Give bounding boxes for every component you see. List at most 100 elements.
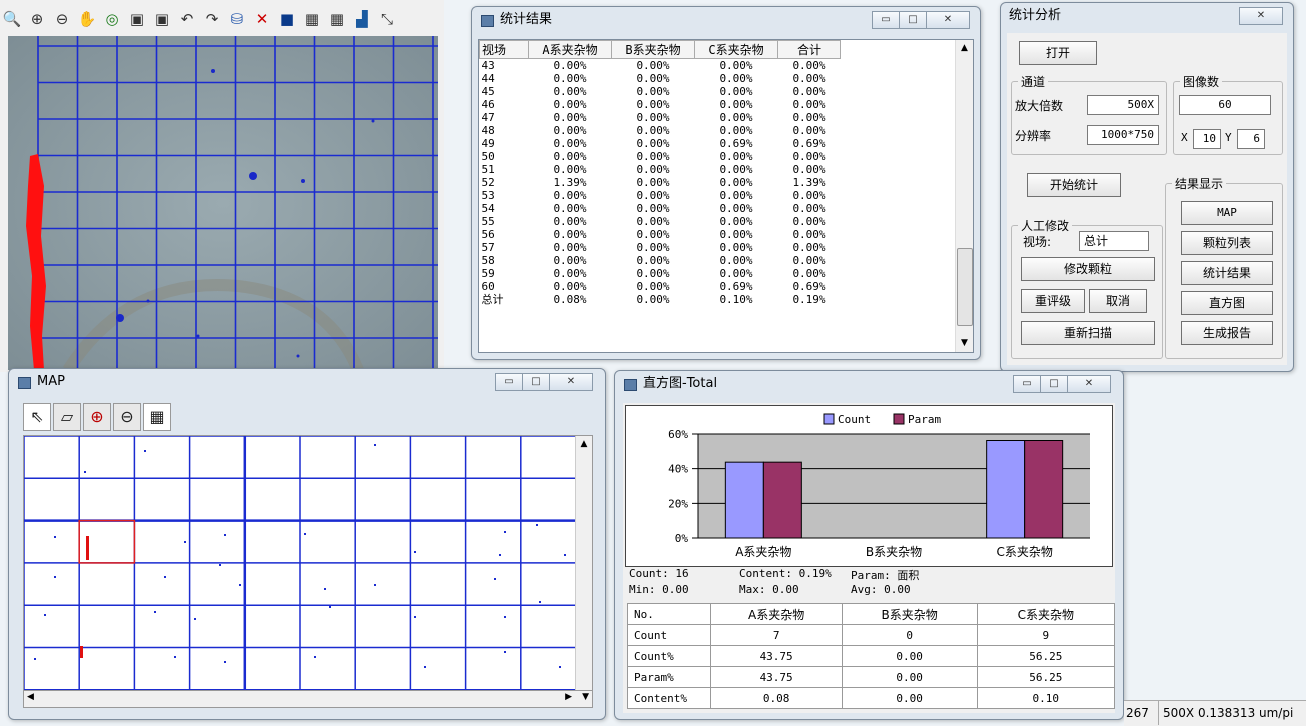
scroll-thumb[interactable] xyxy=(957,248,973,326)
particle-list-button[interactable]: 颗粒列表 xyxy=(1181,231,1273,255)
map-button[interactable]: MAP xyxy=(1181,201,1273,225)
table-row[interactable]: 50 0.00% 0.00% 0.00% 0.00% xyxy=(480,150,841,163)
table-row[interactable]: 58 0.00% 0.00% 0.00% 0.00% xyxy=(480,254,841,267)
cancel-button[interactable]: 取消 xyxy=(1089,289,1147,313)
scroll-left-arrow[interactable]: ◀ xyxy=(27,692,34,702)
table-row[interactable]: 56 0.00% 0.00% 0.00% 0.00% xyxy=(480,228,841,241)
table-row[interactable]: 总计 0.08% 0.00% 0.10% 0.19% xyxy=(480,293,841,306)
generate-report-button[interactable]: 生成报告 xyxy=(1181,321,1273,345)
color-grid-a-icon[interactable]: ▦ xyxy=(304,10,320,28)
table-row[interactable]: 48 0.00% 0.00% 0.00% 0.00% xyxy=(480,124,841,137)
close-button[interactable]: ✕ xyxy=(1239,7,1283,25)
table-cell: 0.00% xyxy=(636,293,670,306)
close-button[interactable]: ✕ xyxy=(549,373,593,391)
layer-front-icon[interactable]: ▣ xyxy=(154,10,170,28)
zoom-fit-icon[interactable]: ◎ xyxy=(105,10,119,28)
micrograph-view[interactable] xyxy=(8,36,438,370)
scroll-up-arrow[interactable]: ▲ xyxy=(961,43,968,53)
table-row[interactable]: 51 0.00% 0.00% 0.00% 0.00% xyxy=(480,163,841,176)
table-row[interactable]: 55 0.00% 0.00% 0.00% 0.00% xyxy=(480,215,841,228)
regrade-button[interactable]: 重评级 xyxy=(1021,289,1085,313)
maximize-button[interactable]: □ xyxy=(522,373,550,391)
summary-max: Max: 0.00 xyxy=(739,583,799,596)
y-field[interactable]: 6 xyxy=(1237,129,1265,149)
zoom-out-icon[interactable]: ⊖ xyxy=(113,403,141,431)
grid-icon[interactable]: ▦ xyxy=(143,403,171,431)
table-cell: 0.00% xyxy=(553,111,587,124)
inclusion-dot xyxy=(504,531,506,533)
table-row: Param% 43.75 0.00 56.25 xyxy=(627,666,1116,688)
stats-scrollbar[interactable]: ▲ ▼ xyxy=(955,40,973,352)
table-row[interactable]: 59 0.00% 0.00% 0.00% 0.00% xyxy=(480,267,841,280)
table-row[interactable]: 57 0.00% 0.00% 0.00% 0.00% xyxy=(480,241,841,254)
zoom-out-icon[interactable]: ⊖ xyxy=(55,10,69,28)
maximize-button[interactable]: □ xyxy=(899,11,927,29)
table-row[interactable]: 60 0.00% 0.00% 0.69% 0.69% xyxy=(480,280,841,293)
cursor-arrow-icon[interactable]: ⇖ xyxy=(23,403,51,431)
dot-inclusion xyxy=(296,354,300,358)
x-field[interactable]: 10 xyxy=(1193,129,1221,149)
table-row[interactable]: 54 0.00% 0.00% 0.00% 0.00% xyxy=(480,202,841,215)
zoom-in-icon[interactable]: ⊕ xyxy=(30,10,44,28)
table-row[interactable]: 47 0.00% 0.00% 0.00% 0.00% xyxy=(480,111,841,124)
statistics-results-button[interactable]: 统计结果 xyxy=(1181,261,1273,285)
manual-group: 人工修改 xyxy=(1011,217,1163,359)
rect-select-icon[interactable]: ▱ xyxy=(53,403,81,431)
fill-rect-icon[interactable]: ■ xyxy=(279,10,295,28)
color-grid-b-icon[interactable]: ▦ xyxy=(329,10,345,28)
table-cell: 0.00% xyxy=(792,111,826,124)
stats-list[interactable]: 视场 A系夹杂物 B系夹杂物 C系夹杂物 合计 43 0.00% 0.00% 0.00% 0.00… xyxy=(478,39,974,353)
column-header[interactable]: B系夹杂物 xyxy=(611,40,695,59)
start-statistics-button[interactable]: 开始统计 xyxy=(1027,173,1121,197)
zoom-in-icon[interactable]: ⊕ xyxy=(83,403,111,431)
open-button[interactable]: 打开 xyxy=(1019,41,1097,65)
chart-icon[interactable]: ▟ xyxy=(356,10,368,28)
table-cell: 0.00% xyxy=(636,124,670,137)
display-group: 结果显示 xyxy=(1165,175,1283,359)
close-button[interactable]: ✕ xyxy=(926,11,970,29)
column-header[interactable]: C系夹杂物 xyxy=(694,40,778,59)
table-row[interactable]: 52 1.39% 0.00% 0.00% 1.39% xyxy=(480,176,841,189)
modify-particle-button[interactable]: 修改颗粒 xyxy=(1021,257,1155,281)
map-hscrollbar[interactable]: ◀ ▶ ▼ xyxy=(23,690,593,708)
hand-pan-icon[interactable]: ✋ xyxy=(77,10,97,28)
table-row[interactable]: 53 0.00% 0.00% 0.00% 0.00% xyxy=(480,189,841,202)
magnification-field[interactable]: 500X xyxy=(1087,95,1159,115)
scroll-right-arrow[interactable]: ▶ xyxy=(565,692,572,702)
minimize-button[interactable]: ▭ xyxy=(872,11,900,29)
undo-icon[interactable]: ↶ xyxy=(180,10,194,28)
column-header[interactable]: A系夹杂物 xyxy=(528,40,612,59)
layer-back-icon[interactable]: ▣ xyxy=(129,10,145,28)
map-grid[interactable] xyxy=(24,436,577,690)
delete-x-icon[interactable]: ✕ xyxy=(255,10,269,28)
field-value[interactable]: 总计 xyxy=(1079,231,1149,251)
table-row[interactable]: 44 0.00% 0.00% 0.00% 0.00% xyxy=(480,72,841,85)
resolution-field[interactable]: 1000*750 xyxy=(1087,125,1159,145)
scroll-down-arrow[interactable]: ▼ xyxy=(961,338,968,348)
minimize-button[interactable]: ▭ xyxy=(1013,375,1041,393)
wand-icon[interactable]: ⤡ xyxy=(380,10,393,28)
redo-icon[interactable]: ↷ xyxy=(205,10,219,28)
column-header[interactable]: 合计 xyxy=(777,40,841,59)
dot-inclusion xyxy=(196,334,200,338)
table-cell: 0.10% xyxy=(719,293,753,306)
table-row[interactable]: 49 0.00% 0.00% 0.69% 0.69% xyxy=(480,137,841,150)
image-count-field[interactable]: 60 xyxy=(1179,95,1271,115)
rescan-button[interactable]: 重新扫描 xyxy=(1021,321,1155,345)
selected-field-highlight[interactable] xyxy=(78,519,136,564)
map-vscrollbar[interactable]: ▲ xyxy=(575,436,592,690)
close-button[interactable]: ✕ xyxy=(1067,375,1111,393)
column-header[interactable]: 视场 xyxy=(479,40,529,59)
scroll-down-arrow[interactable]: ▼ xyxy=(582,692,589,702)
stamp-icon[interactable]: ⛁ xyxy=(230,10,244,28)
histogram-button[interactable]: 直方图 xyxy=(1181,291,1273,315)
map-canvas[interactable]: ▲ xyxy=(23,435,593,691)
table-row[interactable]: 45 0.00% 0.00% 0.00% 0.00% xyxy=(480,85,841,98)
table-row[interactable]: 46 0.00% 0.00% 0.00% 0.00% xyxy=(480,98,841,111)
minimize-button[interactable]: ▭ xyxy=(495,373,523,391)
inclusion-dot xyxy=(54,576,56,578)
table-row[interactable]: 43 0.00% 0.00% 0.00% 0.00% xyxy=(480,59,841,73)
zoom-glass-icon[interactable]: 🔍 xyxy=(2,10,22,28)
scroll-up-arrow[interactable]: ▲ xyxy=(580,439,588,449)
maximize-button[interactable]: □ xyxy=(1040,375,1068,393)
